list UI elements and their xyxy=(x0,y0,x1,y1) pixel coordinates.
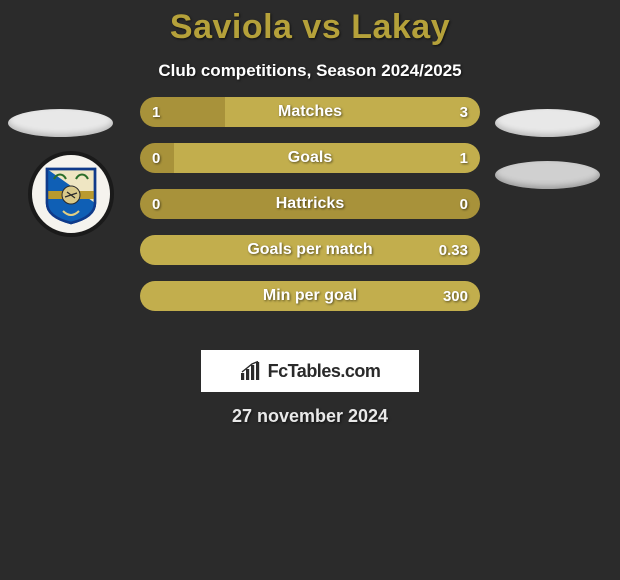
bar-right-fill xyxy=(140,281,480,311)
crest-icon xyxy=(43,163,99,225)
brand-box[interactable]: FcTables.com xyxy=(201,350,419,392)
subtitle: Club competitions, Season 2024/2025 xyxy=(0,61,620,81)
bar-right-fill xyxy=(140,235,480,265)
player1-name: Saviola xyxy=(170,8,293,46)
bar-right-fill xyxy=(174,143,480,173)
club-crest-left xyxy=(28,151,114,237)
brand-text: FcTables.com xyxy=(268,361,381,382)
bar-left-fill xyxy=(140,97,225,127)
club-badge-left-1 xyxy=(8,109,113,137)
stat-row: Hattricks00 xyxy=(140,189,480,219)
club-badge-right-1 xyxy=(495,109,600,137)
bar-left-fill xyxy=(140,189,480,219)
bar-right-fill xyxy=(225,97,480,127)
player2-name: Lakay xyxy=(351,8,450,46)
bars-icon xyxy=(240,361,262,381)
date-text: 27 november 2024 xyxy=(0,406,620,427)
bar-left-fill xyxy=(140,143,174,173)
stat-row: Goals01 xyxy=(140,143,480,173)
stat-row: Min per goal300 xyxy=(140,281,480,311)
stat-row: Goals per match0.33 xyxy=(140,235,480,265)
stat-row: Matches13 xyxy=(140,97,480,127)
stat-bars: Matches13 Goals01 Hattricks00 Goals per mat… xyxy=(140,97,480,327)
club-badge-right-2 xyxy=(495,161,600,189)
vs-text: vs xyxy=(302,8,341,46)
page-title: Saviola vs Lakay xyxy=(0,0,620,47)
